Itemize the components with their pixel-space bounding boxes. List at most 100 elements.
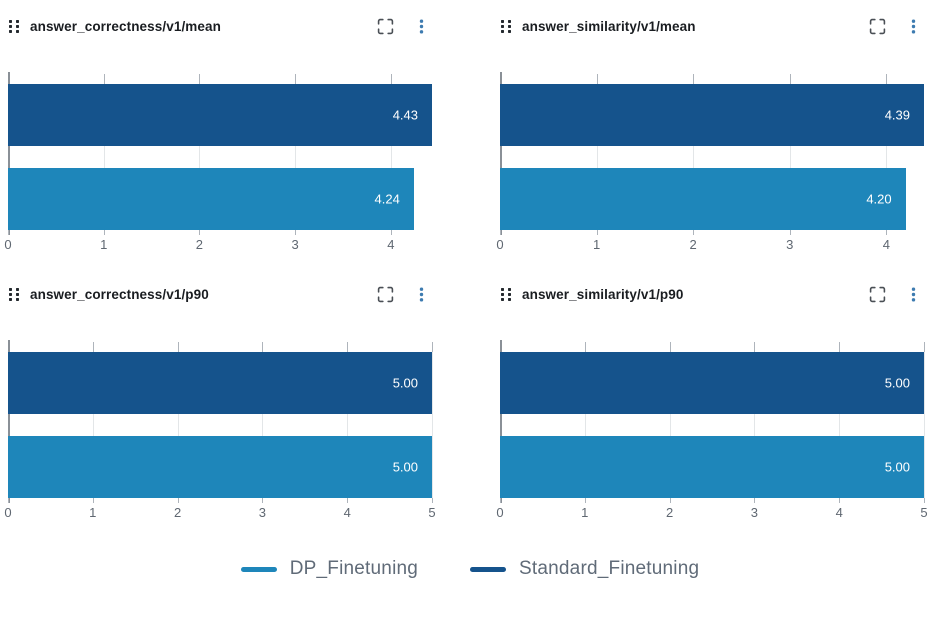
kebab-menu-button[interactable] [902, 283, 924, 305]
plot-area: 5.00 5.00 [8, 340, 433, 503]
gridline [92, 342, 94, 498]
kebab-icon [911, 286, 915, 302]
axis-tick-top [432, 342, 433, 352]
kebab-menu-button[interactable] [410, 283, 432, 305]
fullscreen-button[interactable] [866, 15, 888, 37]
axis-tick-top [596, 74, 598, 84]
axis-tick-bottom [262, 498, 264, 503]
panel-header: answer_correctness/v1/p90 [8, 280, 432, 308]
grip-dots-icon [9, 287, 19, 301]
bar-value-label: 5.00 [392, 375, 418, 391]
x-axis: 0 1 2 3 4 [4, 230, 432, 254]
plot-area: 4.43 4.24 [8, 72, 432, 235]
plot-area: 5.00 5.00 [500, 340, 925, 503]
axis-tick-bottom [500, 230, 501, 235]
zero-axis-line [500, 340, 502, 503]
axis-tick-label: 1 [581, 505, 589, 520]
axis-tick-label: 3 [258, 505, 267, 520]
fullscreen-icon [377, 286, 393, 302]
zero-axis-line [8, 340, 10, 503]
legend-swatch-dp-finetuning [240, 566, 277, 572]
fullscreen-button[interactable] [866, 283, 888, 305]
axis-tick-label: 0 [4, 505, 12, 520]
bar-standard_finetuning: 5.00 [8, 352, 432, 414]
bar-value-label: 5.00 [392, 459, 418, 475]
axis-tick-bottom [177, 498, 179, 503]
axis-tick-bottom [500, 498, 501, 503]
axis-tick-label: 4 [882, 237, 890, 252]
panel-header: answer_correctness/v1/mean [8, 12, 432, 40]
axis-tick-bottom [789, 230, 791, 235]
legend-label: Standard_Finetuning [519, 558, 700, 579]
axis-tick-bottom [924, 498, 925, 503]
axis-tick-label: 5 [428, 505, 436, 520]
axis-tick-bottom [886, 230, 888, 235]
axis-tick-top [199, 74, 201, 84]
gridline [295, 74, 297, 230]
axis-tick-label: 3 [750, 505, 759, 520]
bars-group: 4.43 4.24 [8, 84, 432, 230]
axis-tick-top [584, 342, 586, 352]
drag-handle-icon[interactable] [500, 287, 513, 302]
axis-tick-bottom [432, 498, 433, 503]
panel-title: answer_correctness/v1/mean [30, 18, 221, 34]
bar-value-label: 5.00 [884, 375, 910, 391]
bars-group: 5.00 5.00 [8, 352, 432, 498]
bar-dp_finetuning: 5.00 [8, 436, 432, 498]
bar-value-label: 4.39 [884, 107, 910, 123]
axis-tick-top [789, 74, 791, 84]
legend-label: DP_Finetuning [289, 558, 419, 579]
axis-tick-label: 2 [173, 505, 182, 520]
gridline [390, 74, 392, 230]
kebab-menu-button[interactable] [902, 15, 924, 37]
bar-dp_finetuning: 5.00 [500, 436, 924, 498]
gridline [669, 342, 671, 498]
metric-panel-answer-correctness-mean: answer_correctness/v1/mean 4.43 4.24 0 1 2 3… [4, 12, 432, 254]
drag-handle-icon[interactable] [8, 19, 21, 34]
drag-handle-icon[interactable] [500, 19, 513, 34]
panel-grid: answer_correctness/v1/mean 4.43 4.24 0 1 2 3… [4, 12, 928, 522]
zero-axis-line [8, 72, 10, 235]
axis-tick-label: 2 [689, 237, 697, 252]
axis-tick-label: 3 [291, 237, 299, 252]
axis-tick-top [347, 342, 349, 352]
axis-tick-bottom [693, 230, 695, 235]
bars-group: 4.39 4.20 [500, 84, 924, 230]
axis-tick-bottom [390, 230, 392, 235]
bar-dp_finetuning: 4.20 [500, 168, 906, 230]
axis-tick-top [103, 74, 105, 84]
panel-title: answer_similarity/v1/p90 [522, 286, 684, 302]
axis-tick-bottom [754, 498, 756, 503]
fullscreen-button[interactable] [374, 283, 396, 305]
gridline [103, 74, 105, 230]
panel-header: answer_similarity/v1/mean [500, 12, 924, 40]
gridline [177, 342, 179, 498]
axis-tick-top [295, 74, 297, 84]
zero-axis-line [500, 72, 502, 235]
axis-tick-label: 0 [496, 505, 504, 520]
metric-panel-answer-correctness-p90: answer_correctness/v1/p90 5.00 5.00 0 1 2 3 4… [4, 280, 436, 522]
kebab-icon [419, 18, 423, 34]
kebab-menu-button[interactable] [410, 15, 432, 37]
axis-tick-label: 0 [4, 237, 12, 252]
fullscreen-icon [377, 18, 393, 34]
axis-tick-bottom [839, 498, 841, 503]
gridline [432, 342, 433, 498]
bars-group: 5.00 5.00 [500, 352, 924, 498]
metric-panel-answer-similarity-p90: answer_similarity/v1/p90 5.00 5.00 0 1 2 3 4 5 [496, 280, 928, 522]
axis-tick-bottom [347, 498, 349, 503]
legend-item-standard-finetuning[interactable]: Standard_Finetuning [470, 558, 699, 580]
panel-title: answer_correctness/v1/p90 [30, 286, 209, 302]
axis-tick-top [839, 342, 841, 352]
fullscreen-icon [869, 18, 885, 34]
axis-tick-top [262, 342, 264, 352]
legend-item-dp-finetuning[interactable]: DP_Finetuning [240, 558, 419, 580]
axis-tick-top [886, 74, 888, 84]
gridline [789, 74, 791, 230]
x-axis: 0 1 2 3 4 5 [496, 498, 927, 522]
drag-handle-icon[interactable] [8, 287, 21, 302]
grip-dots-icon [501, 287, 511, 301]
fullscreen-button[interactable] [374, 15, 396, 37]
axis-tick-bottom [103, 230, 105, 235]
x-axis: 0 1 2 3 4 [496, 230, 924, 254]
